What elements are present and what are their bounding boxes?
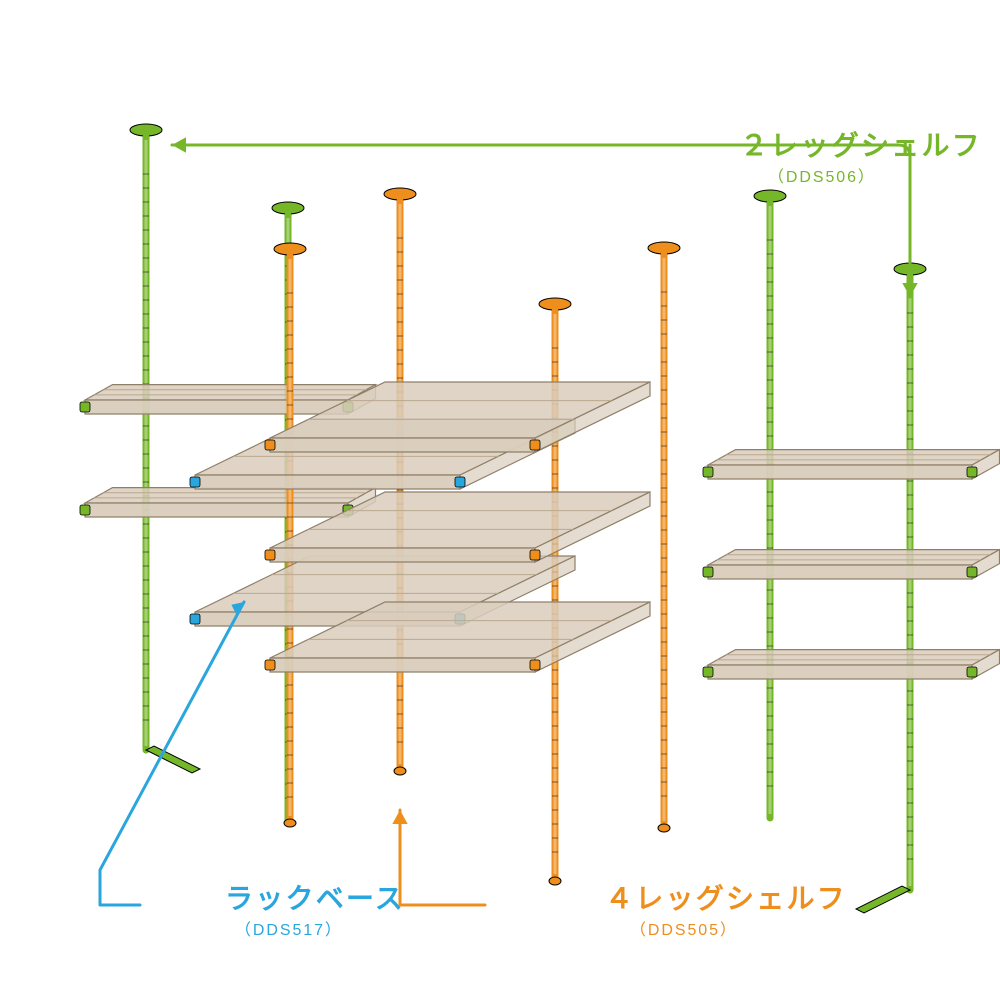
pole: [754, 190, 786, 818]
fourLeg-title: ４レッグシェルフ: [605, 883, 847, 914]
pole: [856, 263, 926, 913]
fourLeg-code: （DDS505）: [630, 921, 738, 939]
shelf-diagram: ２レッグシェルフ （DDS506） ４レッグシェルフ （DDS505） ラックベース （D…: [0, 0, 1000, 1000]
shelf: [703, 650, 1000, 679]
shelf: [703, 450, 1000, 479]
center-4leg: [190, 188, 680, 885]
twoLeg-title: ２レッグシェルフ: [740, 130, 982, 161]
right-2leg: [703, 190, 1000, 913]
fourLeg-arrow: [400, 810, 485, 905]
pole: [648, 242, 680, 832]
pole: [130, 124, 200, 773]
rackBase-code: （DDS517）: [235, 921, 343, 939]
rackBase-arrow: [100, 602, 244, 905]
shelf: [703, 550, 1000, 579]
shelf: [80, 488, 376, 517]
rackBase-title: ラックベース: [225, 883, 405, 914]
twoLeg-code: （DDS506）: [768, 168, 876, 186]
twoLeg-arrow: [172, 145, 910, 297]
